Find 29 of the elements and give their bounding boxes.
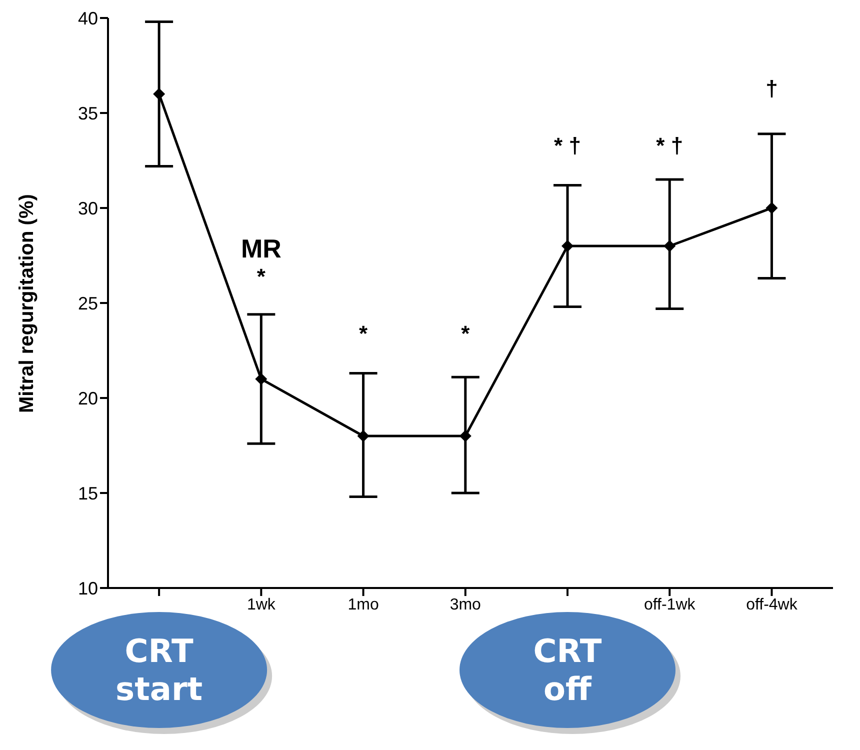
point: [357, 430, 370, 442]
text: CRT off: [533, 632, 602, 708]
y-tick-label: 15: [78, 483, 98, 504]
annotation: * †: [554, 132, 581, 158]
y-tick-label: 25: [78, 293, 98, 314]
x-tick-label: 1mo: [348, 596, 379, 614]
y-tick-label: 10: [78, 578, 98, 598]
annotation: †: [766, 76, 778, 101]
annotation: MR: [240, 233, 282, 264]
point: [459, 430, 472, 442]
annotation: *: [461, 321, 470, 346]
y-tick-label: 40: [78, 8, 98, 28]
y-tick-label: 20: [78, 388, 98, 408]
point: [255, 373, 268, 385]
annotation: *: [359, 321, 368, 346]
text: CRT start: [116, 632, 203, 708]
annotation: *: [256, 264, 266, 289]
point: [153, 88, 166, 100]
x-tick-label: off-4wk: [746, 596, 798, 614]
y-tick-label: 30: [78, 198, 98, 218]
y-tick-label: 35: [78, 103, 98, 124]
x-tick-label: 1wk: [246, 596, 276, 614]
y-axis-title: Mitral regurgitation (%): [16, 194, 38, 413]
annotation: * †: [656, 132, 684, 158]
point: [766, 202, 778, 214]
x-tick-label: off-1wk: [644, 596, 696, 614]
point: [562, 240, 574, 252]
x-tick-label: 3mo: [450, 596, 482, 614]
point: [664, 240, 676, 252]
